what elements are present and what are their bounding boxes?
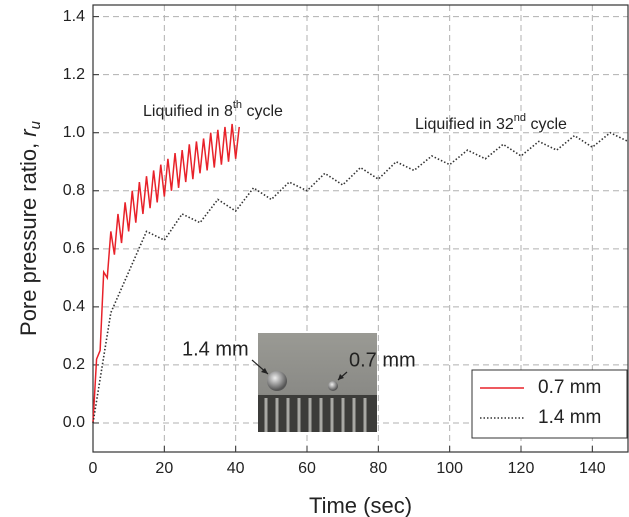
annotation-tail: cycle (526, 116, 567, 133)
y-axis-title: Pore pressure ratio, ru (16, 120, 44, 336)
data-line (92, 123, 240, 424)
y-axis-title-sub: u (27, 120, 44, 129)
legend-label: 1.4 mm (538, 407, 601, 428)
y-tick-label: 0.4 (63, 298, 85, 315)
inset-label: 0.7 mm (349, 349, 416, 371)
legend-box (471, 369, 628, 439)
data-line (92, 131, 629, 424)
annotation: Liquified in 8th cycle (143, 99, 283, 120)
annotation-tail: cycle (242, 103, 283, 120)
x-tick-label: 0 (89, 460, 98, 477)
y-tick-label: 0.6 (63, 240, 85, 257)
y-axis-title-text: Pore pressure ratio, (16, 137, 41, 336)
y-tick-label: 1.2 (63, 66, 85, 83)
annotation-sup: nd (514, 112, 526, 124)
axis-frame (92, 4, 629, 453)
x-tick-label: 60 (298, 460, 316, 477)
x-tick-label: 100 (436, 460, 463, 477)
y-tick-label: 0.8 (63, 182, 85, 199)
y-tick-label: 1.4 (63, 8, 85, 25)
inset-label: 1.4 mm (182, 338, 249, 360)
droplet (328, 381, 338, 391)
plot-area: 0.0 0.2 0.4 0.6 0.8 1.0 1.2 1.4 0 20 40 60 80 100 120 1… (16, 4, 629, 517)
legend-label: 0.7 mm (538, 377, 601, 398)
x-tick-label: 20 (155, 460, 173, 477)
x-tick-label: 120 (508, 460, 535, 477)
arrowhead (338, 374, 344, 380)
annotation: Liquified in 32nd cycle (415, 112, 567, 133)
y-tick-label: 0.0 (63, 414, 85, 431)
annotation-text: Liquified in 32 (415, 116, 514, 133)
annotation-text: Liquified in 8 (143, 103, 233, 120)
ruler-ticks (264, 398, 367, 432)
y-tick-label: 1.0 (63, 124, 85, 141)
x-tick-label: 80 (369, 460, 387, 477)
y-tick-label: 0.2 (63, 356, 85, 373)
y-axis-title-italic: r (16, 128, 41, 137)
x-tick-label: 140 (579, 460, 606, 477)
arrowhead (261, 368, 268, 374)
x-tick-label: 40 (227, 460, 245, 477)
x-axis-title: Time (sec) (309, 493, 412, 517)
inset-photo: 1.4 mm 0.7 mm (182, 333, 416, 432)
annotation-sup: th (233, 99, 242, 111)
droplet (267, 371, 287, 391)
